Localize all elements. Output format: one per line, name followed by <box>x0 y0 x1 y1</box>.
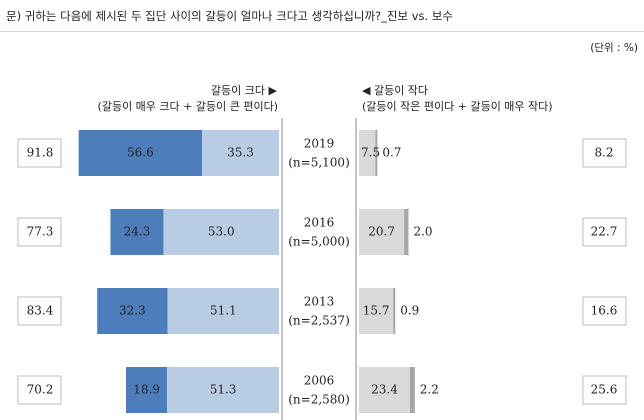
label-very-small: 0.9 <box>400 304 419 318</box>
left-total-box <box>17 296 62 326</box>
year-label: 2016 <box>304 216 335 230</box>
right-total-box <box>582 375 627 405</box>
label-small: 15.7 <box>363 304 390 318</box>
label-very-large: 32.3 <box>119 304 146 318</box>
left-total-value: 83.4 <box>27 304 54 318</box>
bar-small <box>359 209 405 255</box>
year-label: 2013 <box>304 295 335 309</box>
right-total-value: 22.7 <box>591 225 618 239</box>
question-text: 문) 귀하는 다음에 제시된 두 집단 사이의 갈등이 얼마나 크다고 생각하십… <box>6 9 453 23</box>
year-label: 2019 <box>304 137 335 151</box>
left-header-title: 갈등이 크다 ▶ <box>210 84 277 97</box>
bar-very-large <box>110 209 164 255</box>
bar-very-small <box>393 288 396 334</box>
bar-small <box>359 288 394 334</box>
label-very-small: 2.2 <box>420 383 439 397</box>
label-large: 53.0 <box>208 225 235 239</box>
label-very-large: 56.6 <box>127 146 154 160</box>
bar-small <box>359 367 411 413</box>
left-header-subtitle: (갈등이 매우 크다 + 갈등이 큰 편이다) <box>97 100 278 113</box>
bar-very-small <box>404 209 409 255</box>
unit-label: (단위 : %) <box>590 42 638 54</box>
bar-very-small <box>375 130 378 176</box>
bar-small <box>359 130 376 176</box>
year-label: 2006 <box>304 374 335 388</box>
left-total-box <box>17 138 62 168</box>
sample-size-label: (n=2,537) <box>288 314 350 328</box>
left-total-value: 77.3 <box>27 225 54 239</box>
left-total-box <box>17 217 62 247</box>
label-large: 51.3 <box>210 383 237 397</box>
bar-very-large <box>78 130 203 176</box>
bar-large <box>167 367 279 413</box>
right-total-value: 25.6 <box>591 383 618 397</box>
left-total-value: 91.8 <box>27 146 54 160</box>
right-total-box <box>582 138 627 168</box>
label-very-small: 0.7 <box>382 146 401 160</box>
right-total-value: 8.2 <box>594 146 613 160</box>
right-header-title: ◀ 갈등이 작다 <box>362 84 429 97</box>
sample-size-label: (n=5,100) <box>288 156 350 170</box>
label-very-small: 2.0 <box>413 225 432 239</box>
sample-size-label: (n=5,000) <box>288 235 350 249</box>
bar-very-small <box>410 367 415 413</box>
left-total-box <box>17 375 62 405</box>
bar-large <box>163 209 279 255</box>
label-small: 23.4 <box>371 383 398 397</box>
right-total-box <box>582 217 627 247</box>
right-total-box <box>582 296 627 326</box>
bar-very-large <box>125 367 168 413</box>
label-large: 35.3 <box>227 146 254 160</box>
label-very-large: 18.9 <box>133 383 160 397</box>
title-divider <box>0 31 644 32</box>
right-total-value: 16.6 <box>591 304 618 318</box>
right-header-subtitle: (갈등이 작은 편이다 + 갈등이 매우 작다) <box>362 100 553 113</box>
label-small: 7.5 <box>361 146 380 160</box>
label-large: 51.1 <box>210 304 237 318</box>
bar-large <box>202 130 279 176</box>
bar-very-large <box>97 288 168 334</box>
bar-large <box>167 288 279 334</box>
left-total-value: 70.2 <box>27 383 54 397</box>
label-very-large: 24.3 <box>124 225 151 239</box>
label-small: 20.7 <box>368 225 395 239</box>
sample-size-label: (n=2,580) <box>288 393 350 407</box>
